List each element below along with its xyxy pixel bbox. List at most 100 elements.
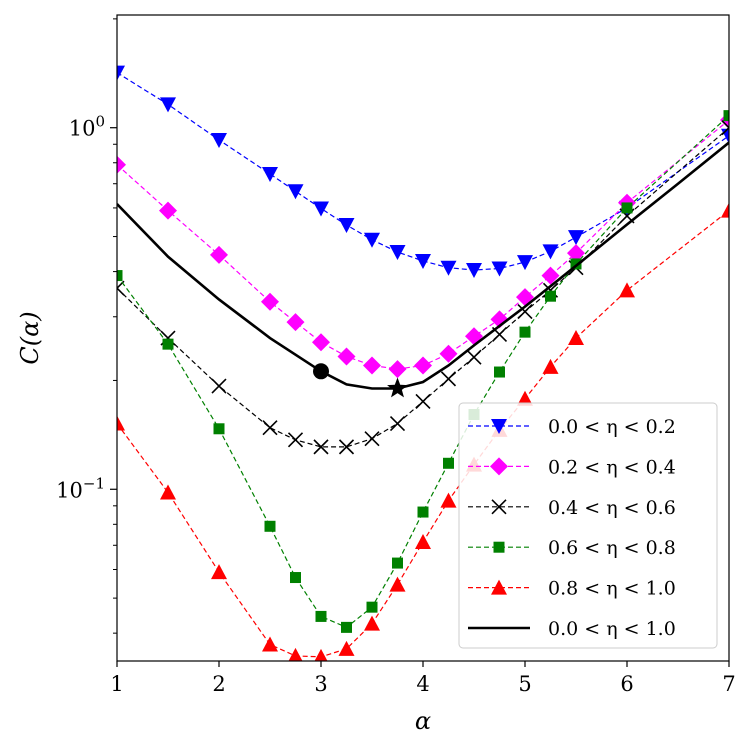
- legend-marker: [491, 579, 507, 595]
- data-point: [621, 202, 633, 214]
- legend-marker: [491, 419, 507, 434]
- data-point: [117, 270, 123, 282]
- data-point: [415, 253, 431, 269]
- x-tick-label: 3: [314, 672, 327, 696]
- data-point: [337, 347, 356, 366]
- x-tick-label: 2: [212, 672, 225, 696]
- data-point: [415, 393, 431, 409]
- legend-item: 0.2 < η < 0.4: [468, 456, 676, 478]
- data-point: [570, 258, 582, 270]
- data-point: [117, 280, 125, 296]
- data-point: [366, 601, 378, 613]
- data-point: [264, 520, 276, 532]
- star-marker: [387, 377, 408, 398]
- legend-label: 0.6 < η < 0.8: [548, 537, 676, 559]
- annotation-layer: [313, 363, 408, 398]
- data-point: [721, 120, 729, 136]
- data-point: [262, 636, 278, 652]
- legend-item: 0.0 < η < 0.2: [468, 416, 676, 438]
- data-point: [389, 576, 406, 592]
- data-point: [312, 333, 330, 352]
- series-6: [117, 141, 729, 390]
- series-line-6: [117, 141, 729, 390]
- legend-label: 0.2 < η < 0.4: [548, 456, 676, 478]
- data-point: [491, 261, 508, 277]
- tick-layer: 1 2 3 4 5 6 7 100 10−1: [56, 18, 736, 696]
- data-point: [290, 572, 301, 584]
- data-point: [466, 349, 482, 365]
- data-point: [568, 230, 584, 246]
- data-point: [415, 533, 431, 549]
- data-point: [341, 621, 352, 633]
- legend-marker: [490, 457, 508, 476]
- data-point: [494, 366, 505, 378]
- data-point: [286, 313, 305, 332]
- data-point: [159, 201, 177, 220]
- data-point: [338, 640, 355, 656]
- data-point: [541, 266, 560, 285]
- data-point: [364, 431, 380, 447]
- data-point: [210, 245, 228, 264]
- data-point: [338, 218, 355, 234]
- data-point: [439, 344, 458, 363]
- data-point: [466, 263, 482, 279]
- data-point: [545, 290, 556, 302]
- data-point: [721, 202, 729, 218]
- legend-label: 0.0 < η < 0.2: [548, 416, 676, 438]
- x-tick-label: 6: [620, 672, 633, 696]
- data-point: [160, 484, 176, 500]
- data-point: [517, 304, 533, 320]
- legend-label: 0.8 < η < 1.0: [548, 578, 676, 600]
- data-point: [568, 330, 584, 346]
- data-point: [261, 292, 279, 311]
- data-point: [287, 184, 304, 200]
- legend-label: 0.0 < η < 1.0: [548, 618, 676, 640]
- legend-item: 0.4 < η < 0.6: [468, 497, 676, 519]
- data-point: [542, 358, 559, 374]
- legend: 0.0 < η < 0.2 0.2 < η < 0.4 0.4 < η < 0.6 0…: [458, 402, 718, 649]
- data-point: [542, 244, 559, 260]
- legend-label: 0.4 < η < 0.6: [548, 497, 676, 519]
- series-line-2: [117, 119, 729, 370]
- data-point: [417, 506, 429, 518]
- x-axis-title: α: [415, 707, 431, 735]
- circle-marker: [313, 363, 329, 380]
- series-4: [117, 110, 729, 633]
- data-point: [364, 232, 380, 248]
- data-point: [567, 244, 585, 263]
- legend-marker: [493, 541, 505, 553]
- data-point: [519, 326, 531, 338]
- legend-item: 0.0 < η < 1.0: [468, 618, 676, 640]
- legend-frame: [458, 402, 718, 649]
- data-point: [363, 356, 381, 375]
- data-point: [314, 648, 328, 661]
- data-point: [262, 166, 278, 182]
- data-point: [287, 432, 304, 448]
- data-point: [162, 338, 174, 350]
- data-point: [117, 415, 125, 431]
- series-line-5: [117, 210, 729, 658]
- data-point: [389, 415, 406, 432]
- y-axis-title: C(α): [16, 311, 44, 364]
- x-tick-label: 7: [722, 672, 735, 696]
- data-point: [414, 356, 432, 375]
- data-point: [262, 420, 278, 436]
- x-tick-label: 5: [518, 672, 531, 696]
- data-point: [517, 255, 533, 271]
- data-point: [211, 132, 227, 148]
- data-point: [517, 390, 533, 406]
- series-line-1: [117, 72, 729, 271]
- data-point: [619, 282, 635, 298]
- x-tick-label: 4: [416, 672, 429, 696]
- data-point: [440, 371, 457, 387]
- data-point: [389, 245, 406, 261]
- data-point: [440, 260, 457, 276]
- data-point: [388, 360, 407, 379]
- series-1: [117, 65, 729, 279]
- y-tick-label: 100: [69, 113, 105, 141]
- data-point: [160, 97, 176, 113]
- data-point: [315, 610, 327, 622]
- legend-item: 0.8 < η < 1.0: [468, 578, 676, 600]
- data-point: [117, 65, 125, 81]
- data-point: [364, 615, 380, 631]
